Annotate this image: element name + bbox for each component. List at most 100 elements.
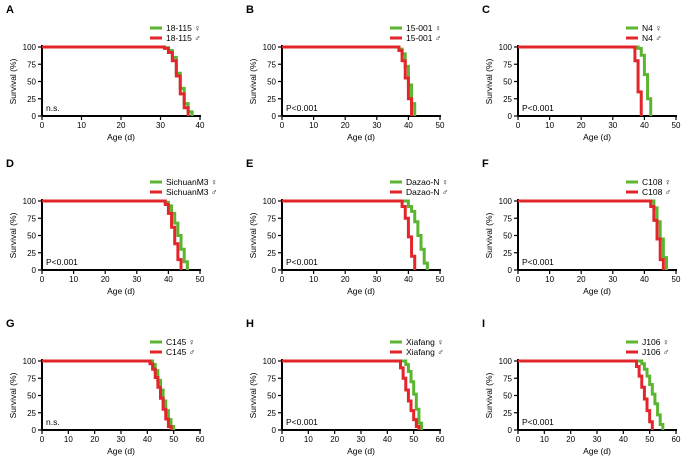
x-tick-label: 50 (169, 435, 178, 444)
y-tick-label: 100 (23, 197, 37, 206)
x-tick-label: 20 (566, 435, 575, 444)
panel-b: B 0 25 50 75 100 0 10 20 30 40 50 Age (d) Survival (%… (246, 4, 445, 142)
y-axis-title: Survival (%) (8, 58, 18, 104)
y-tick-label: 100 (263, 43, 277, 52)
survival-curve-female (42, 45, 194, 116)
x-tick-label: 0 (516, 275, 521, 284)
x-tick-label: 50 (645, 435, 654, 444)
x-tick-label: 30 (372, 275, 381, 284)
y-tick-label: 25 (27, 249, 36, 258)
panel-label: G (6, 318, 15, 330)
p-value-label: P<0.001 (522, 257, 554, 267)
legend-entry-female: 15-001 ♀ (406, 23, 441, 33)
x-tick-label: 10 (545, 275, 554, 284)
y-tick-label: 75 (503, 374, 512, 383)
y-tick-label: 100 (23, 43, 37, 52)
y-tick-label: 75 (267, 60, 276, 69)
x-tick-label: 0 (280, 275, 285, 284)
x-tick-label: 30 (357, 435, 366, 444)
y-tick-label: 25 (27, 95, 36, 104)
y-tick-label: 25 (267, 249, 276, 258)
x-tick-label: 30 (372, 121, 381, 130)
y-tick-label: 0 (508, 266, 513, 275)
survival-curve-male (282, 359, 421, 430)
y-axis-title: Survival (%) (484, 372, 494, 418)
x-axis-title: Age (d) (583, 446, 611, 456)
y-tick-label: 75 (27, 214, 36, 223)
survival-curve-male (282, 45, 414, 116)
x-tick-label: 0 (516, 435, 521, 444)
survival-curve-male (42, 45, 190, 116)
panel-f: F 0 25 50 75 100 0 10 20 30 40 50 Age (d) Survival (%… (482, 158, 681, 296)
legend-entry-male: N4 ♂ (642, 33, 662, 43)
x-tick-label: 10 (540, 435, 549, 444)
survival-curve-male (42, 359, 173, 430)
y-tick-label: 25 (503, 95, 512, 104)
x-axis-title: Age (d) (107, 446, 135, 456)
x-tick-label: 50 (196, 275, 205, 284)
x-tick-label: 0 (516, 121, 521, 130)
legend-entry-female: J106 ♀ (642, 337, 669, 347)
x-tick-label: 50 (672, 121, 681, 130)
x-tick-label: 0 (280, 435, 285, 444)
p-value-label: P<0.001 (46, 257, 78, 267)
x-tick-label: 30 (132, 275, 141, 284)
p-value-label: n.s. (46, 103, 60, 113)
y-tick-label: 0 (508, 426, 513, 435)
panel-label: E (246, 158, 253, 170)
legend-entry-female: N4 ♀ (642, 23, 662, 33)
panel-label: H (246, 318, 254, 330)
y-axis-title: Survival (%) (8, 212, 18, 258)
y-tick-label: 75 (267, 374, 276, 383)
y-tick-label: 100 (263, 197, 277, 206)
y-tick-label: 0 (272, 426, 277, 435)
legend-entry-male: Xiafang ♂ (406, 347, 444, 357)
y-tick-label: 50 (27, 392, 36, 401)
x-axis-title: Age (d) (347, 446, 375, 456)
legend-entry-male: 18-115 ♂ (166, 33, 201, 43)
p-value-label: P<0.001 (286, 103, 318, 113)
legend-entry-male: Dazao-N ♂ (406, 187, 448, 197)
y-tick-label: 100 (263, 357, 277, 366)
x-tick-label: 40 (404, 121, 413, 130)
p-value-label: n.s. (46, 417, 60, 427)
y-tick-label: 50 (27, 232, 36, 241)
y-tick-label: 25 (503, 249, 512, 258)
legend-entry-female: Xiafang ♀ (406, 337, 444, 347)
survival-curve-female (282, 359, 424, 430)
y-tick-label: 0 (272, 266, 277, 275)
y-axis-title: Survival (%) (248, 372, 258, 418)
x-axis-title: Age (d) (583, 286, 611, 296)
panel-g: G 0 25 50 75 100 0 10 20 30 40 50 60 Age (d) Survival … (6, 318, 205, 456)
y-axis-title: Survival (%) (484, 212, 494, 258)
panel-label: C (482, 4, 490, 16)
y-axis-title: Survival (%) (484, 58, 494, 104)
y-tick-label: 100 (23, 357, 37, 366)
x-tick-label: 30 (156, 121, 165, 130)
x-tick-label: 30 (117, 435, 126, 444)
y-tick-label: 75 (503, 60, 512, 69)
x-tick-label: 50 (409, 435, 418, 444)
y-tick-label: 50 (27, 78, 36, 87)
x-tick-label: 0 (40, 435, 45, 444)
y-tick-label: 100 (499, 43, 513, 52)
x-tick-label: 20 (577, 121, 586, 130)
survival-curve-male (282, 199, 417, 270)
legend-entry-female: C108 ♀ (642, 177, 671, 187)
panel-i: I 0 25 50 75 100 0 10 20 30 40 50 60 Age (d) Survival … (482, 318, 681, 456)
y-tick-label: 25 (27, 409, 36, 418)
survival-curve-male (518, 199, 665, 270)
legend-entry-male: C145 ♂ (166, 347, 195, 357)
x-axis-title: Age (d) (347, 132, 375, 142)
x-tick-label: 10 (309, 121, 318, 130)
y-tick-label: 75 (27, 60, 36, 69)
survival-curve-female (518, 199, 669, 270)
legend-entry-female: C145 ♀ (166, 337, 195, 347)
y-tick-label: 50 (503, 232, 512, 241)
y-tick-label: 0 (32, 426, 37, 435)
y-tick-label: 50 (267, 232, 276, 241)
y-tick-label: 75 (503, 214, 512, 223)
y-tick-label: 25 (267, 95, 276, 104)
y-tick-label: 50 (267, 78, 276, 87)
